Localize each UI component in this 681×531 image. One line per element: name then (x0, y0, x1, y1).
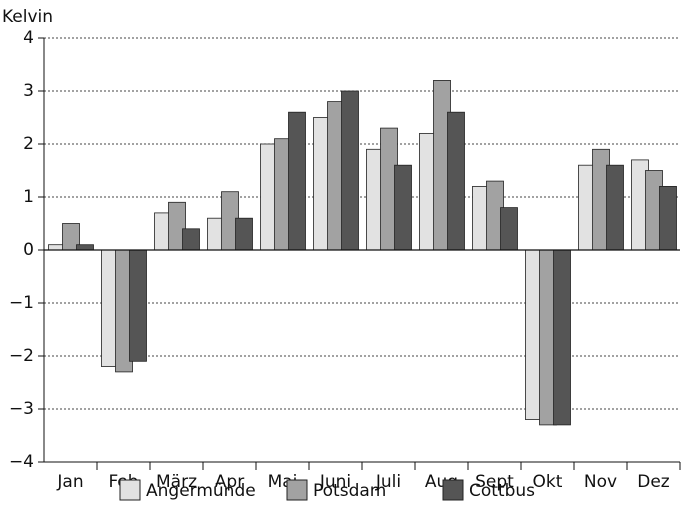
bar (500, 207, 518, 251)
bar (129, 249, 147, 362)
legend-swatch (286, 479, 308, 501)
x-tick-label: Okt (533, 472, 563, 492)
bar (447, 111, 465, 251)
bar (553, 249, 571, 426)
y-axis-label: Kelvin (2, 7, 53, 27)
y-tick-label: −3 (9, 399, 34, 419)
bar (76, 244, 94, 251)
bar (394, 164, 412, 251)
x-tick-label: Dez (637, 472, 670, 492)
x-tick-label: März (156, 472, 197, 492)
x-tick-label: Juni (319, 472, 351, 492)
legend-label: Potsdam (313, 481, 386, 501)
x-tick-label: Nov (584, 472, 617, 492)
legend-swatch (442, 479, 464, 501)
x-tick-label: Sept (475, 472, 514, 492)
x-tick-label: Juli (375, 472, 401, 492)
y-tick-label: −4 (9, 452, 34, 472)
bar (606, 164, 624, 251)
bar (341, 90, 359, 251)
legend-label: Angermünde (146, 481, 256, 501)
y-tick-label: −2 (9, 346, 34, 366)
y-tick-label: 3 (23, 81, 34, 101)
bar (235, 217, 253, 251)
bar (659, 185, 677, 251)
y-tick-label: 4 (23, 28, 34, 48)
y-tick-label: 0 (23, 240, 34, 260)
bar (288, 111, 306, 251)
legend-label: Cottbus (469, 481, 535, 501)
x-tick-label: Jan (56, 472, 83, 492)
y-tick-label: 2 (23, 134, 34, 154)
y-tick-label: −1 (9, 293, 34, 313)
y-tick-label: 1 (23, 187, 34, 207)
bar (182, 228, 200, 251)
legend-swatch (119, 479, 141, 501)
x-tick-label: Apr (215, 472, 244, 492)
